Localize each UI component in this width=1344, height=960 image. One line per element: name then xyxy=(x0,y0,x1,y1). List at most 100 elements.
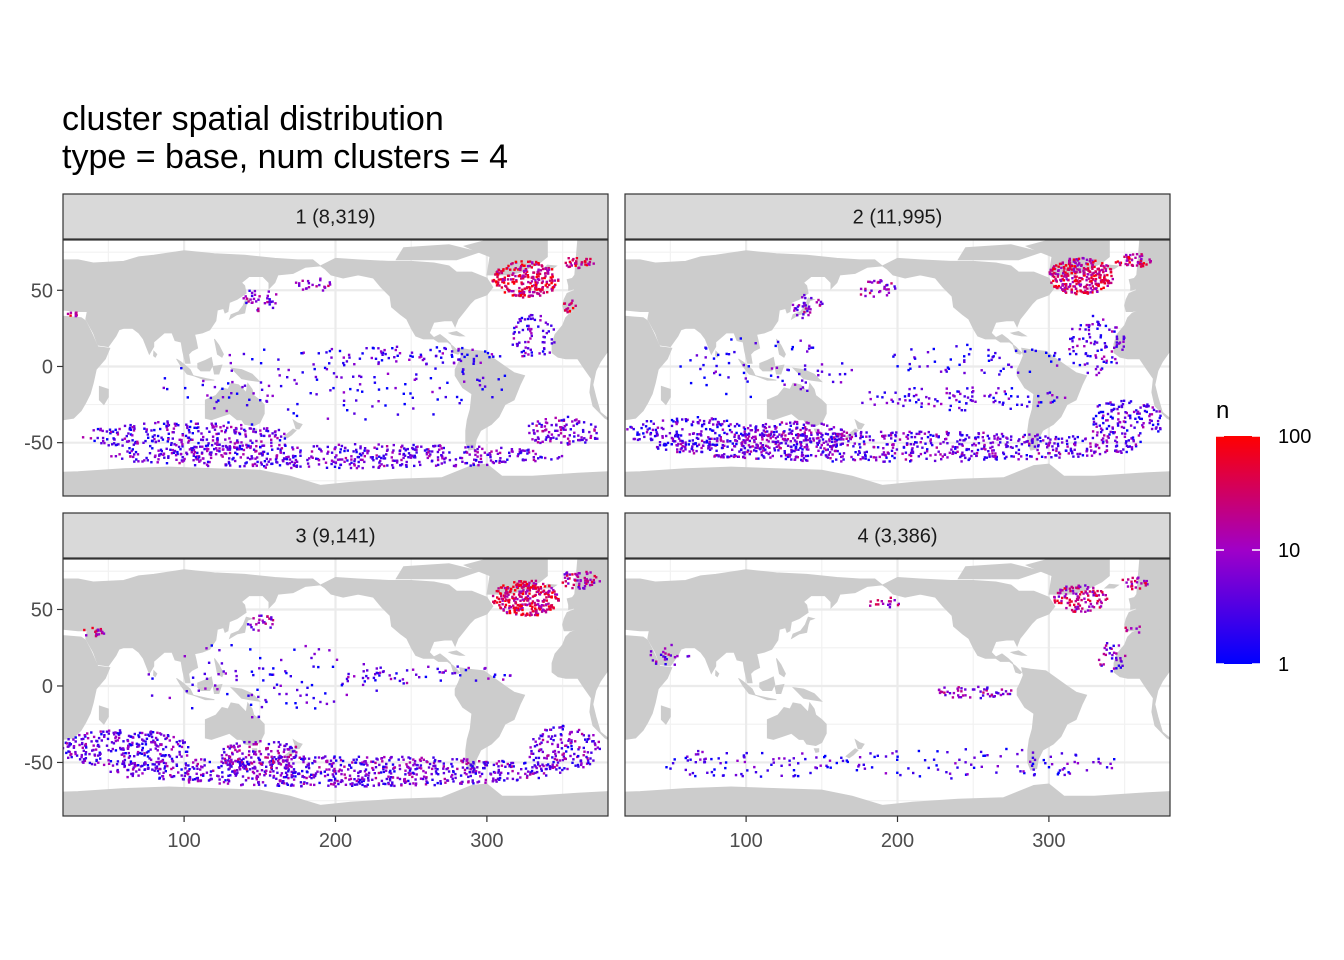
data-cell xyxy=(329,389,332,392)
data-cell xyxy=(252,760,256,764)
data-cell xyxy=(330,764,333,768)
data-cell xyxy=(193,767,196,770)
data-cell xyxy=(245,297,249,300)
data-cell xyxy=(695,449,698,453)
data-cell xyxy=(322,756,325,759)
data-cell xyxy=(1051,400,1054,404)
data-cell xyxy=(432,764,435,768)
data-cell xyxy=(707,447,710,450)
data-cell xyxy=(524,772,527,776)
data-cell xyxy=(164,745,168,749)
data-cell xyxy=(783,451,786,455)
data-cell xyxy=(396,354,399,357)
data-cell xyxy=(582,421,586,424)
data-cell xyxy=(377,443,380,446)
data-cell xyxy=(484,763,487,767)
data-cell xyxy=(415,773,418,776)
data-cell xyxy=(890,437,893,440)
data-cell xyxy=(249,446,252,450)
data-cell xyxy=(1067,285,1070,289)
data-cell xyxy=(108,428,112,431)
data-cell xyxy=(1104,269,1108,272)
data-cell xyxy=(1074,287,1078,290)
data-cell xyxy=(715,364,718,368)
data-cell xyxy=(420,355,423,358)
data-cell xyxy=(550,324,553,327)
data-cell xyxy=(249,298,252,301)
data-cell xyxy=(809,308,812,311)
data-cell xyxy=(336,779,339,783)
data-cell xyxy=(541,590,544,593)
data-cell xyxy=(258,614,261,617)
data-cell xyxy=(86,737,90,740)
data-cell xyxy=(920,437,923,440)
data-cell xyxy=(248,427,251,430)
data-cell xyxy=(382,454,385,457)
data-cell xyxy=(1049,401,1052,404)
data-cell xyxy=(1074,261,1077,265)
data-cell xyxy=(472,357,476,361)
data-cell xyxy=(145,751,149,754)
data-cell xyxy=(1148,418,1152,422)
data-cell xyxy=(394,386,397,390)
data-cell xyxy=(1002,451,1005,454)
data-cell xyxy=(133,732,136,736)
data-cell xyxy=(1009,438,1013,441)
data-cell xyxy=(406,447,409,451)
data-cell xyxy=(281,781,284,784)
data-cell xyxy=(224,444,227,448)
data-cell xyxy=(783,450,786,453)
data-cell xyxy=(714,370,717,373)
data-cell xyxy=(1145,263,1148,266)
data-cell xyxy=(238,768,242,771)
data-cell xyxy=(245,446,249,449)
data-cell xyxy=(409,354,412,358)
data-cell xyxy=(159,448,163,451)
data-cell xyxy=(277,751,280,755)
data-cell xyxy=(1003,390,1006,393)
data-cell xyxy=(203,447,206,451)
data-cell xyxy=(1074,441,1077,444)
data-cell xyxy=(1075,258,1078,261)
data-cell xyxy=(774,344,777,348)
data-cell xyxy=(562,435,566,438)
data-cell xyxy=(181,445,184,448)
data-cell xyxy=(758,433,762,437)
data-cell xyxy=(933,360,937,363)
data-cell xyxy=(384,782,387,786)
data-cell xyxy=(280,772,284,775)
data-cell xyxy=(934,398,937,401)
data-cell xyxy=(733,425,737,428)
data-cell xyxy=(147,436,150,439)
data-cell xyxy=(1068,260,1071,264)
data-cell xyxy=(539,269,543,272)
data-cell xyxy=(241,385,244,389)
data-cell xyxy=(1131,253,1135,256)
data-cell xyxy=(166,424,169,428)
data-cell xyxy=(526,347,530,350)
data-cell xyxy=(1076,452,1079,456)
data-cell xyxy=(791,345,794,349)
data-cell xyxy=(1156,423,1160,426)
data-cell xyxy=(531,449,535,453)
data-cell xyxy=(498,604,501,607)
data-cell xyxy=(700,434,703,437)
data-cell xyxy=(665,443,668,446)
data-cell xyxy=(814,454,818,458)
data-cell xyxy=(315,285,318,288)
data-cell xyxy=(843,434,846,437)
data-cell xyxy=(366,783,369,786)
data-cell xyxy=(1023,433,1026,437)
data-cell xyxy=(778,423,782,426)
data-cell xyxy=(977,442,981,445)
data-cell xyxy=(915,393,918,397)
data-cell xyxy=(878,455,881,459)
data-cell xyxy=(227,774,230,777)
data-cell xyxy=(266,452,269,455)
data-cell xyxy=(524,761,527,765)
data-cell xyxy=(164,737,167,741)
data-cell xyxy=(650,438,653,442)
data-cell xyxy=(527,424,531,428)
data-cell xyxy=(200,432,203,435)
data-cell xyxy=(909,443,912,446)
